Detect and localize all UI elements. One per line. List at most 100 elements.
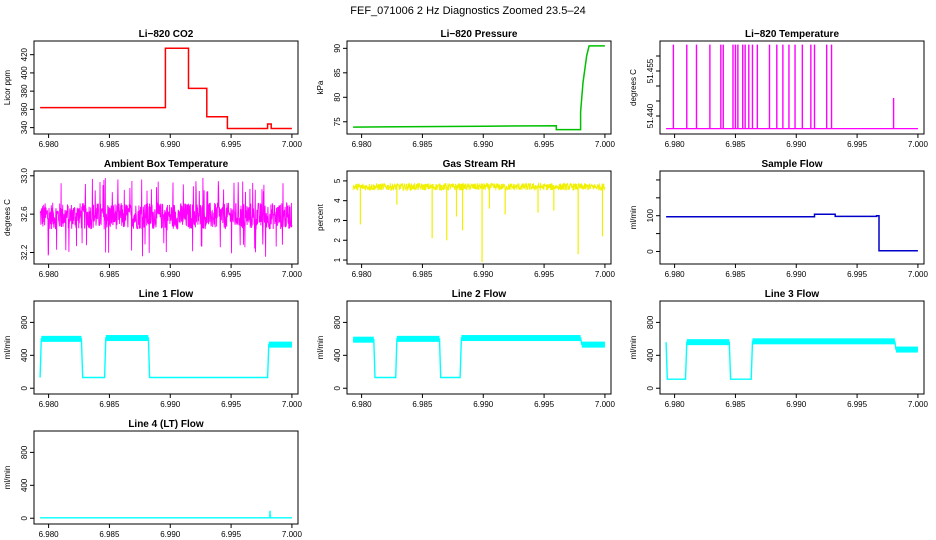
y-axis-label: kPa [316, 80, 325, 94]
y-tick-label: 100 [646, 208, 655, 222]
data-layer [353, 335, 605, 379]
series-line [39, 177, 293, 257]
y-tick-label: 800 [333, 315, 342, 329]
x-tick-label: 6.980 [39, 140, 60, 149]
plot-frame [33, 40, 299, 135]
x-tick-label: 7.000 [595, 400, 616, 409]
y-tick-label: 0 [20, 515, 29, 520]
y-tick-label: 800 [20, 315, 29, 329]
x-tick-label: 6.985 [412, 400, 433, 409]
chart-title: Line 3 Flow [765, 289, 820, 300]
y-tick-label: 0 [20, 385, 29, 390]
x-tick-label: 6.985 [725, 140, 746, 149]
series-line [352, 181, 606, 192]
chart-panel: Li−820 Temperature degrees C 6.980 6.985 6.9… [629, 29, 928, 149]
chart-title: Line 4 (LT) Flow [128, 419, 204, 430]
x-tick-label: 6.985 [412, 270, 433, 279]
y-tick-label: 400 [20, 66, 29, 80]
series-line [40, 510, 292, 519]
data-layer [665, 338, 918, 380]
x-tick-label: 6.980 [39, 400, 60, 409]
y-tick-label: 0 [646, 385, 655, 390]
data-layer [353, 45, 605, 131]
x-tick-label: 7.000 [282, 140, 303, 149]
x-tick-label: 6.995 [534, 400, 555, 409]
x-tick-label: 6.990 [473, 140, 494, 149]
y-tick-label: 400 [333, 348, 342, 362]
y-axis-label: ml/min [629, 206, 638, 230]
x-tick-label: 6.990 [160, 270, 181, 279]
y-tick-label: 0 [646, 249, 655, 254]
y-axis-label: percent [316, 203, 325, 230]
x-tick-label: 7.000 [595, 270, 616, 279]
y-axis-label: ml/min [629, 336, 638, 360]
plot-frame [346, 40, 612, 135]
y-axis-label: degrees C [629, 69, 638, 106]
data-layer [40, 510, 292, 519]
y-tick-label: 800 [646, 315, 655, 329]
x-tick-label: 6.990 [160, 140, 181, 149]
chart-panel: Line 4 (LT) Flow ml/min 6.980 6.985 6.990 6.9… [3, 419, 302, 539]
chart-panel: Ambient Box Temperature degrees C 6.980 6.9… [3, 159, 302, 279]
y-tick-label: 51.455 [646, 58, 655, 83]
x-tick-label: 6.990 [160, 530, 181, 539]
chart-panel: Sample Flow ml/min 6.980 6.985 6.990 6.995 7.0… [629, 159, 928, 279]
x-tick-label: 6.990 [786, 270, 807, 279]
chart-panel: Li−820 CO2 Licor ppm 6.980 6.985 6.990 6.995 7… [3, 29, 302, 149]
y-tick-label: 32.2 [20, 244, 29, 260]
chart-title: Li−820 CO2 [139, 29, 194, 40]
x-tick-label: 6.980 [39, 270, 60, 279]
x-tick-label: 7.000 [908, 400, 929, 409]
data-layer [39, 177, 293, 257]
x-tick-label: 6.980 [665, 270, 686, 279]
y-tick-label: 5 [333, 178, 342, 183]
y-tick-label: 90 [333, 43, 342, 52]
noise-band [268, 341, 292, 348]
noise-band [105, 335, 149, 342]
y-tick-label: 80 [333, 92, 342, 101]
series-line [39, 337, 292, 379]
y-tick-label: 51.440 [646, 103, 655, 128]
x-tick-label: 7.000 [282, 530, 303, 539]
chart-panel: Line 2 Flow ml/min 6.980 6.985 6.990 6.995 7.0… [316, 289, 615, 409]
panels: Li−820 CO2 Licor ppm 6.980 6.985 6.990 6.995 7… [3, 29, 928, 539]
noise-band [581, 341, 605, 348]
chart-title: Ambient Box Temperature [104, 159, 229, 170]
y-axis-label: Licor ppm [3, 70, 12, 105]
y-axis-label: ml/min [3, 466, 12, 490]
chart-panel: Line 1 Flow ml/min 6.980 6.985 6.990 6.995 7.0… [3, 289, 302, 409]
chart-title: Li−820 Pressure [441, 29, 518, 40]
y-tick-label: 360 [20, 102, 29, 116]
x-tick-label: 6.995 [534, 270, 555, 279]
noise-band [353, 336, 374, 343]
chart-title: Sample Flow [761, 159, 822, 170]
x-tick-label: 6.995 [847, 140, 868, 149]
plot-frame [33, 170, 299, 265]
plot-frame [346, 170, 612, 265]
chart-title: Gas Stream RH [443, 159, 516, 170]
x-tick-label: 6.985 [99, 400, 120, 409]
y-tick-label: 85 [333, 68, 342, 77]
x-tick-label: 6.995 [221, 530, 242, 539]
x-tick-label: 6.985 [99, 530, 120, 539]
y-axis-label: ml/min [3, 336, 12, 360]
y-tick-label: 4 [333, 198, 342, 203]
data-layer [39, 335, 292, 379]
plot-frame [346, 300, 612, 395]
y-tick-label: 420 [20, 47, 29, 61]
chart-title: Line 1 Flow [139, 289, 194, 300]
x-tick-label: 6.980 [665, 400, 686, 409]
y-tick-label: 33.0 [20, 167, 29, 183]
y-tick-label: 1 [333, 257, 342, 262]
chart-panel: Li−820 Pressure kPa 6.980 6.985 6.990 6.995 7.… [316, 29, 615, 149]
series-line [353, 45, 605, 131]
y-tick-label: 380 [20, 84, 29, 98]
y-tick-label: 400 [20, 348, 29, 362]
chart-panel: Line 3 Flow ml/min 6.980 6.985 6.990 6.995 7.0… [629, 289, 928, 409]
y-tick-label: 2 [333, 237, 342, 242]
series-line [40, 47, 292, 130]
x-tick-label: 6.980 [352, 270, 373, 279]
chart-title: Li−820 Temperature [745, 29, 839, 40]
y-tick-label: 340 [20, 120, 29, 134]
x-tick-label: 6.980 [352, 400, 373, 409]
